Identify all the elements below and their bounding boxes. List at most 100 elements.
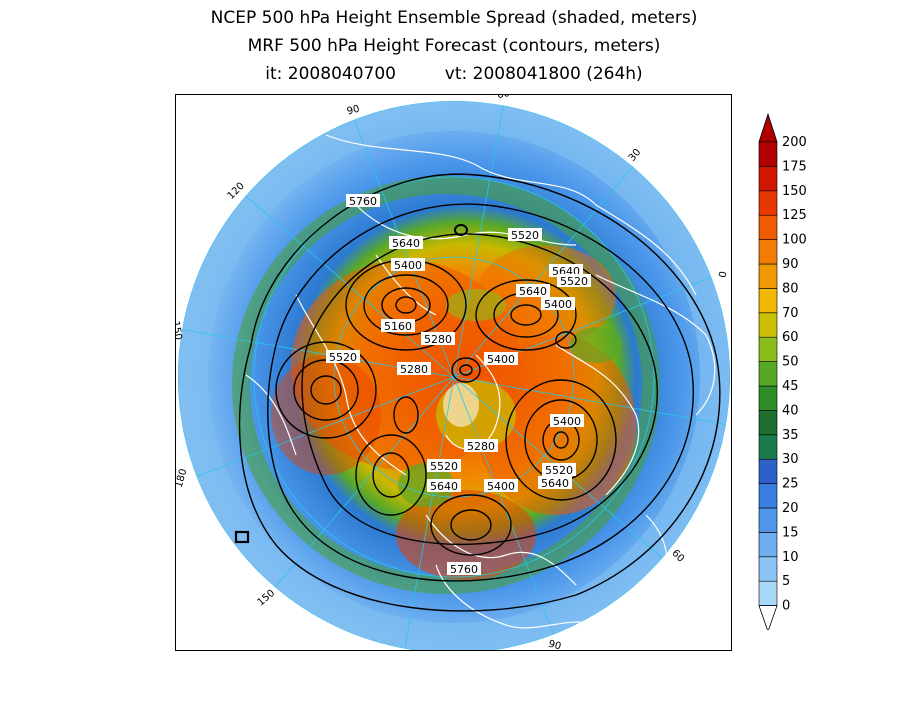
colorbar-label: 90 — [782, 257, 799, 272]
contour-label: 5520 — [557, 274, 591, 288]
longitude-label: 150 — [176, 320, 184, 341]
colorbar-label: 175 — [782, 159, 807, 174]
colorbar-label: 25 — [782, 477, 799, 492]
svg-text:5400: 5400 — [544, 298, 572, 311]
valid-time: vt: 2008041800 (264h) — [444, 64, 643, 84]
colorbar-box — [758, 507, 778, 533]
contour-label: 5400 — [484, 352, 518, 366]
colorbar-box — [758, 385, 778, 411]
colorbar-label: 60 — [782, 330, 799, 345]
contour-label: 5520 — [326, 350, 360, 364]
colorbar-label: 0 — [782, 599, 790, 614]
colorbar-label: 50 — [782, 355, 799, 370]
colorbar-box — [758, 214, 778, 240]
contour-label: 5400 — [391, 258, 425, 272]
svg-text:5400: 5400 — [553, 415, 581, 428]
colorbar-min-arrow — [758, 605, 778, 630]
colorbar-box — [758, 288, 778, 314]
polar-map: 5760 5640 5520 5400 5640 5520 5640 5400 5160 5280… — [175, 94, 732, 651]
colorbar-box — [758, 483, 778, 509]
colorbar-box — [758, 556, 778, 582]
longitude-label: 0 — [718, 270, 730, 278]
chart-subtitle: MRF 500 hPa Height Forecast (contours, m… — [247, 36, 661, 56]
svg-text:5520: 5520 — [511, 229, 539, 242]
colorbar-label: 125 — [782, 208, 807, 223]
svg-text:5400: 5400 — [487, 353, 515, 366]
colorbar-label: 100 — [782, 233, 807, 248]
colorbar-box — [758, 166, 778, 192]
contour-label: 5640 — [538, 476, 572, 490]
contour-label: 5280 — [464, 439, 498, 453]
longitude-label: 60 — [496, 95, 510, 101]
svg-text:5640: 5640 — [541, 477, 569, 490]
contour-label: 5640 — [427, 479, 461, 493]
colorbar-label: 30 — [782, 452, 799, 467]
contour-label: 5760 — [447, 562, 481, 576]
contour-label: 5400 — [541, 297, 575, 311]
colorbar-label: 5 — [782, 574, 790, 589]
colorbar: 0 5 10 15 20 25 30 35 40 45 50 60 70 80 90 100 125 150 175… — [758, 112, 807, 630]
colorbar-box — [758, 239, 778, 265]
colorbar-box — [758, 532, 778, 558]
svg-text:5640: 5640 — [519, 285, 547, 298]
longitude-label: 90 — [547, 639, 562, 651]
contour-label: 5640 — [389, 236, 423, 250]
colorbar-box — [758, 336, 778, 362]
colorbar-label: 150 — [782, 184, 807, 199]
svg-text:5520: 5520 — [545, 464, 573, 477]
svg-text:5400: 5400 — [487, 480, 515, 493]
colorbar-label: 35 — [782, 428, 799, 443]
colorbar-label: 80 — [782, 281, 799, 296]
colorbar-box — [758, 458, 778, 484]
svg-text:5520: 5520 — [329, 351, 357, 364]
contour-label: 5280 — [421, 332, 455, 346]
svg-text:5400: 5400 — [394, 259, 422, 272]
svg-text:5280: 5280 — [467, 440, 495, 453]
colorbar-label: 15 — [782, 525, 799, 540]
contour-label: 5400 — [550, 414, 584, 428]
colorbar-box — [758, 434, 778, 460]
colorbar-box — [758, 190, 778, 216]
contour-label: 5160 — [381, 319, 415, 333]
contour-label: 5400 — [484, 479, 518, 493]
svg-text:5280: 5280 — [424, 333, 452, 346]
longitude-label: 30 — [728, 417, 732, 431]
svg-text:5640: 5640 — [392, 237, 420, 250]
svg-text:5760: 5760 — [450, 563, 478, 576]
colorbar-labels: 0 5 10 15 20 25 30 35 40 45 50 60 70 80 90 100 125 150 175… — [782, 135, 807, 614]
graticule — [178, 101, 730, 650]
contour-label: 5280 — [397, 362, 431, 376]
contour-label: 5520 — [508, 228, 542, 242]
colorbar-box — [758, 361, 778, 387]
colorbar-label: 40 — [782, 403, 799, 418]
colorbar-max-arrow — [758, 112, 778, 143]
svg-text:5520: 5520 — [430, 460, 458, 473]
svg-text:5160: 5160 — [384, 320, 412, 333]
longitude-label: 90 — [346, 104, 361, 118]
contour-label: 5520 — [542, 463, 576, 477]
colorbar-box — [758, 141, 778, 167]
svg-text:5760: 5760 — [349, 195, 377, 208]
svg-text:5640: 5640 — [430, 480, 458, 493]
colorbar-label: 45 — [782, 379, 799, 394]
colorbar-label: 20 — [782, 501, 799, 516]
chart-title: NCEP 500 hPa Height Ensemble Spread (sha… — [210, 8, 698, 28]
time-info: it: 2008040700 vt: 2008041800 (264h) — [0, 64, 908, 84]
colorbar-label: 200 — [782, 135, 807, 150]
height-contours — [234, 173, 721, 612]
colorbar-box — [758, 410, 778, 436]
colorbar-box — [758, 263, 778, 289]
colorbar-boxes — [758, 112, 778, 630]
colorbar-box — [758, 580, 778, 606]
contour-label: 5760 — [346, 194, 380, 208]
colorbar-label: 70 — [782, 306, 799, 321]
svg-text:5520: 5520 — [560, 275, 588, 288]
svg-text:5280: 5280 — [400, 363, 428, 376]
colorbar-label: 10 — [782, 550, 799, 565]
init-time: it: 2008040700 — [265, 64, 396, 84]
contour-label: 5640 — [516, 284, 550, 298]
contour-label: 5520 — [427, 459, 461, 473]
colorbar-box — [758, 312, 778, 338]
